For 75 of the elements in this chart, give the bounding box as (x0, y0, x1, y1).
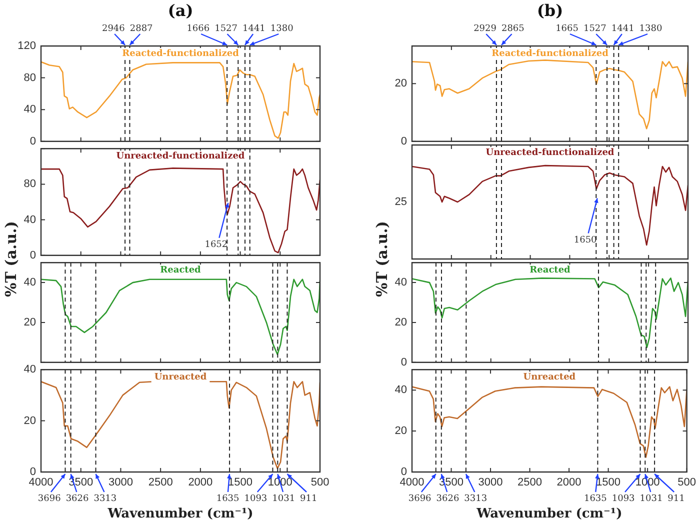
y-tick-label: 0 (400, 356, 407, 368)
ref-line-label: 3626 (436, 494, 460, 504)
ref-line-label: 3313 (464, 494, 488, 504)
series-label: Unreacted-functionalized (116, 151, 246, 162)
series-label: Reacted (530, 265, 572, 276)
ref-line-label: 911 (300, 494, 318, 504)
x-tick-label: 2000 (556, 476, 582, 489)
ref-line-label: 3626 (66, 494, 89, 504)
ref-line-label: 2929 (474, 24, 497, 34)
ref-line-label: 2887 (130, 24, 154, 34)
series-label: Unreacted (154, 372, 208, 382)
x-tick-label: 1500 (228, 476, 253, 489)
ref-line-label: 911 (668, 494, 685, 504)
x-tick-label: 4000 (400, 476, 424, 489)
chart-title: (b) (536, 1, 564, 20)
y-tick-label: 0 (30, 249, 36, 262)
y-tick-label: 40 (24, 364, 36, 376)
y-tick-label: 40 (24, 104, 36, 116)
y-tick-label: 0 (30, 135, 36, 148)
x-tick-label: 500 (678, 476, 696, 489)
ref-line-label: 1666 (186, 24, 210, 34)
x-tick-label: 2000 (188, 476, 213, 489)
chart-title: (a) (168, 1, 194, 20)
ref-line-label: 1380 (270, 24, 294, 34)
series-label: Reacted-functionalized (122, 48, 240, 59)
y-tick-label: 20 (24, 414, 36, 427)
x-tick-label: 3000 (108, 476, 133, 489)
y-axis-title: %T (a.u.) (373, 221, 391, 297)
ref-line-label: 2865 (501, 24, 525, 34)
ref-line-label: 1665 (556, 24, 579, 34)
y-tick-label: 80 (24, 178, 36, 190)
ref-line-label: 1635 (584, 494, 608, 504)
y-tick-label: 0 (400, 135, 407, 148)
y-tick-label: 0 (30, 466, 36, 478)
y-tick-label: 40 (24, 214, 36, 226)
x-axis-title: Wavenumber (cm⁻¹) (476, 506, 622, 522)
ref-line-label: 2946 (102, 24, 126, 34)
annotation: 1652 (204, 240, 228, 250)
y-tick-label: 40 (394, 384, 407, 396)
ref-line-label: 1093 (612, 494, 636, 504)
y-tick-label: 0 (400, 466, 407, 478)
ref-line-label: 1031 (640, 494, 663, 504)
annotation: 1650 (574, 236, 598, 246)
ref-line-label: 1527 (583, 24, 607, 34)
y-tick-label: 120 (18, 40, 36, 52)
y-tick-label: 20 (394, 316, 407, 329)
y-tick-label: 40 (394, 276, 407, 289)
ref-line-label: 3696 (38, 494, 62, 504)
x-tick-label: 2500 (148, 476, 173, 489)
series-label: Reacted (160, 265, 202, 276)
ref-line-label: 1441 (611, 24, 634, 34)
y-axis-title: %T (a.u.) (2, 221, 20, 297)
ref-line-label: 1527 (214, 24, 238, 34)
ref-line-label: 3313 (94, 494, 117, 504)
ref-line-label: 3696 (408, 494, 432, 504)
ref-line-label: 1441 (242, 24, 266, 34)
x-tick-label: 2500 (518, 476, 542, 489)
x-tick-label: 3000 (478, 476, 503, 489)
y-tick-label: 80 (24, 72, 36, 84)
x-axis-title: Wavenumber (cm⁻¹) (106, 506, 254, 522)
ref-line-label: 1031 (272, 494, 296, 504)
ref-line-label: 1380 (639, 24, 662, 34)
y-tick-label: 40 (24, 276, 36, 289)
series-label: Reacted-functionalized (492, 48, 610, 59)
y-tick-label: 20 (24, 316, 36, 329)
y-tick-label: 20 (394, 78, 407, 90)
x-tick-label: 4000 (28, 476, 54, 489)
ref-line-label: 1635 (216, 494, 240, 504)
y-tick-label: 20 (394, 425, 407, 438)
series-label: Unreacted-functionalized (486, 148, 615, 158)
x-tick-label: 500 (310, 476, 330, 489)
text: 25 (394, 196, 407, 208)
x-tick-label: 1500 (596, 476, 621, 489)
ref-line-label: 1093 (244, 494, 268, 504)
series-label: Unreacted (523, 372, 576, 382)
